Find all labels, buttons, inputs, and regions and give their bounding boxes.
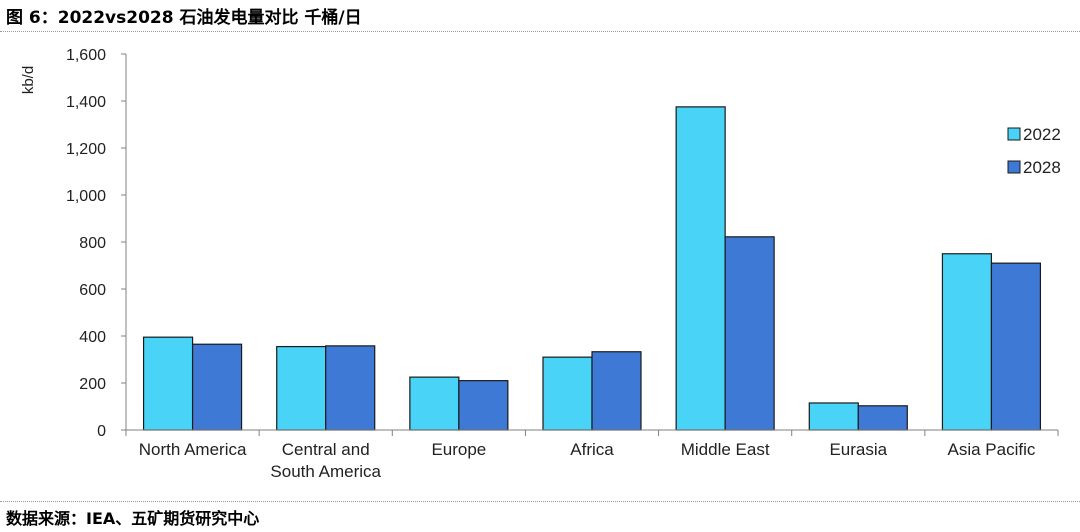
x-tick-label: North America — [139, 440, 247, 459]
y-tick-label: 800 — [79, 235, 106, 252]
x-tick-label: Europe — [431, 440, 486, 459]
bar-2028-eurasia — [857, 405, 908, 431]
bar-2022-asia-pacific — [941, 253, 993, 431]
bar-2022-eurasia — [808, 402, 859, 431]
x-tick-label: Middle East — [681, 440, 770, 459]
bar-2028-africa — [591, 351, 642, 431]
bar-2022-europe — [409, 376, 460, 431]
legend-label-2022: 2022 — [1023, 125, 1061, 144]
bar-chart: 0 200 400 600 800 1,000 1,200 1,400 1,600 North … — [20, 47, 1061, 481]
y-tick-label: 200 — [79, 376, 106, 393]
x-tick-label: Asia Pacific — [947, 440, 1035, 459]
bar-2022-middle-east — [675, 106, 726, 431]
figure-title: 图 6：2022vs2028 石油发电量对比 千桶/日 — [6, 8, 362, 28]
legend: 2022 2028 — [1007, 125, 1061, 177]
y-tick-label: 400 — [79, 329, 106, 346]
x-axis: North America Central and South America Eur… — [125, 429, 1059, 481]
y-tick-label: 600 — [79, 282, 106, 299]
x-tick-label: Central and South America — [270, 440, 381, 481]
bottom-divider — [0, 501, 1080, 502]
y-tick-label: 0 — [97, 423, 106, 440]
bar-2028-europe — [458, 380, 509, 431]
x-tick-label: Eurasia — [829, 440, 887, 459]
y-tick-label: 1,200 — [66, 141, 106, 158]
y-axis-label: kb/d — [20, 66, 37, 94]
bar-2022-north-america — [142, 336, 194, 431]
legend-swatch-2022 — [1007, 127, 1021, 141]
legend-swatch-2028 — [1007, 160, 1021, 174]
y-axis: 0 200 400 600 800 1,000 1,200 1,400 1,600 — [66, 47, 127, 440]
bar-2022-africa — [542, 356, 593, 431]
x-tick-label: Africa — [570, 440, 614, 459]
source-note: 数据来源：IEA、五矿期货研究中心 — [6, 509, 260, 528]
bar-2028-north-america — [191, 343, 243, 431]
bar-2022-central-and-south-america — [276, 345, 327, 431]
bar-2028-middle-east — [724, 236, 775, 431]
top-divider — [0, 31, 1080, 32]
y-tick-label: 1,400 — [66, 94, 106, 111]
bar-2028-asia-pacific — [990, 262, 1042, 431]
bars — [142, 106, 1042, 431]
bar-2028-central-and-south-america — [325, 345, 376, 431]
legend-label-2028: 2028 — [1023, 158, 1061, 177]
y-tick-label: 1,000 — [66, 188, 106, 205]
y-tick-label: 1,600 — [66, 47, 106, 64]
